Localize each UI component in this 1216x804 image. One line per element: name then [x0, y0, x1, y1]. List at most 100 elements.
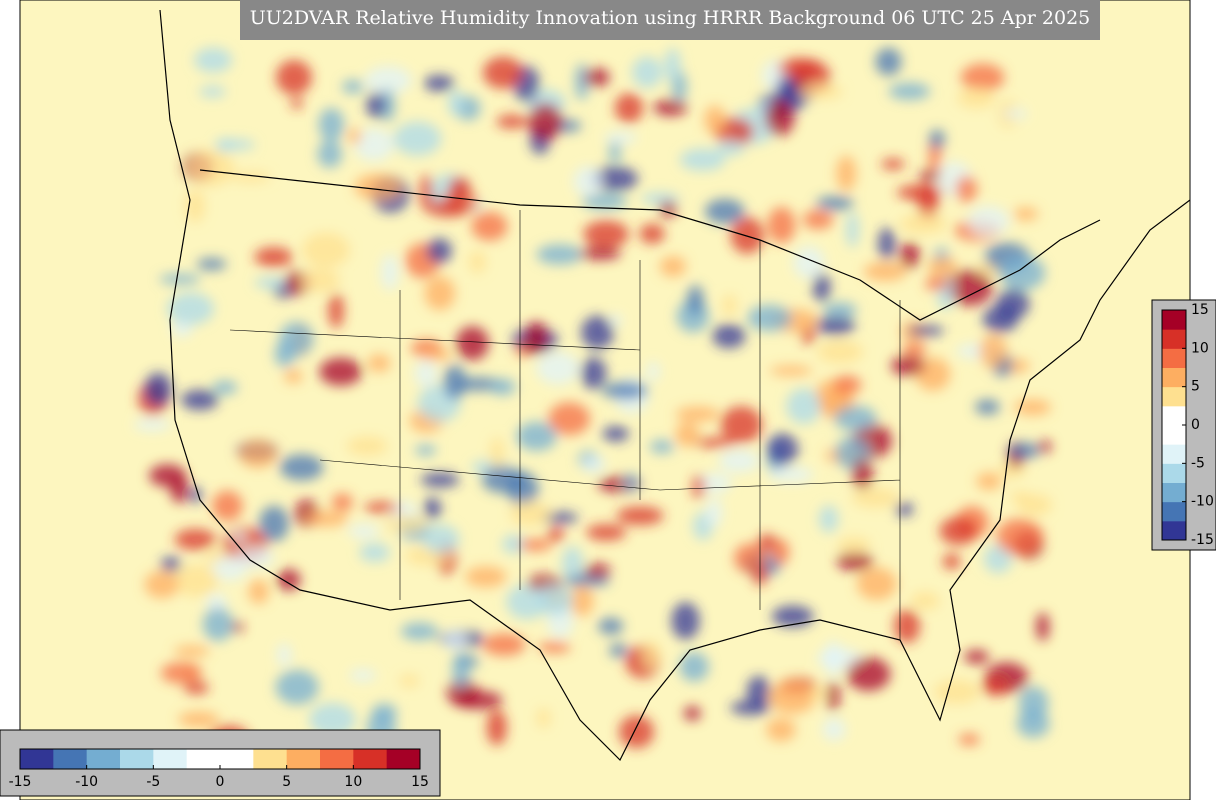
field-blob: [212, 380, 238, 395]
field-blob: [846, 211, 859, 248]
field-blob: [851, 458, 874, 490]
field-blob: [346, 436, 388, 456]
field-blob: [1008, 442, 1040, 459]
field-blob: [536, 244, 583, 265]
field-blob: [189, 486, 202, 504]
field-blob: [348, 523, 380, 539]
field-blob: [481, 466, 525, 493]
field-blob: [469, 250, 486, 274]
field-blob: [424, 276, 456, 311]
colorbar-tick-label: -5: [1191, 455, 1205, 471]
colorbar-segment: [1162, 329, 1186, 349]
field-blob: [826, 681, 840, 712]
colorbar-segment: [1162, 367, 1186, 388]
colorbar-segment: [153, 749, 188, 769]
field-blob: [578, 246, 622, 261]
field-blob: [608, 141, 622, 164]
field-blob: [347, 128, 362, 145]
colorbar-tick-label: 10: [1191, 340, 1209, 356]
colorbar-segment: [386, 749, 421, 769]
field-blob: [317, 140, 343, 168]
colorbar-segment: [1162, 425, 1186, 445]
field-blob: [584, 563, 611, 579]
field-blob: [837, 537, 871, 554]
field-blob: [238, 439, 278, 469]
field-blob: [766, 717, 796, 742]
colorbar-tick-label: 10: [344, 774, 362, 790]
field-blob: [778, 58, 820, 78]
field-blob: [231, 531, 247, 544]
field-blob: [802, 210, 834, 230]
field-blob: [524, 321, 549, 355]
field-blob: [722, 294, 737, 317]
field-blob: [490, 436, 505, 474]
colorbar-tick-label: -10: [1191, 494, 1214, 510]
field-blob: [528, 103, 563, 141]
colorbar-segment: [1162, 348, 1186, 368]
field-blob: [746, 675, 771, 707]
colorbar-segment: [353, 749, 388, 769]
field-blob: [771, 605, 814, 628]
field-blob: [757, 533, 777, 552]
colorbar-segment: [1162, 463, 1186, 483]
field-blob: [927, 256, 958, 279]
field-blob: [279, 454, 324, 481]
field-blob: [896, 184, 944, 201]
field-blob: [974, 399, 1000, 415]
field-blob: [299, 268, 340, 293]
field-blob: [747, 304, 792, 332]
colorbar-segment: [286, 749, 321, 769]
innovation-field: [133, 47, 1052, 750]
field-blob: [423, 74, 455, 92]
field-blob: [574, 63, 589, 101]
border: [199, 169, 1101, 321]
field-blob: [1038, 440, 1052, 453]
field-blob: [328, 293, 344, 329]
field-blob: [1010, 491, 1031, 502]
field-blob: [455, 690, 503, 710]
field-blob: [817, 340, 864, 364]
coastline: [159, 9, 1190, 762]
field-blob: [875, 47, 902, 76]
vertical-colorbar: 15 10 5 0 -5 -10 -15: [1161, 302, 1214, 548]
field-blob: [712, 324, 746, 349]
field-blob: [659, 256, 686, 277]
field-blob: [942, 553, 961, 570]
field-blob: [202, 607, 234, 642]
field-blob: [380, 87, 396, 123]
field-blob: [1016, 709, 1050, 738]
field-blob: [159, 274, 201, 285]
field-blob: [851, 487, 899, 508]
colorbar-tick-label: 15: [1191, 302, 1209, 318]
field-blob: [319, 357, 363, 386]
field-blob: [354, 173, 403, 201]
field-blob: [502, 534, 527, 554]
field-blob: [894, 609, 921, 644]
field-blob: [1036, 612, 1050, 642]
field-blob: [422, 524, 460, 554]
field-blob: [955, 175, 978, 203]
colorbar-segment: [186, 749, 221, 769]
field-blob: [419, 349, 453, 361]
field-blob: [890, 355, 926, 376]
field-blob: [448, 89, 464, 117]
colorbar-tick-label: 15: [411, 774, 429, 790]
field-blob: [212, 490, 243, 522]
field-blob: [230, 621, 244, 633]
field-blob: [583, 220, 629, 248]
field-blob: [946, 269, 993, 306]
colorbar-segment: [253, 749, 288, 769]
field-blob: [573, 166, 603, 197]
field-blob: [910, 591, 940, 610]
field-blob: [364, 501, 400, 514]
field-blob: [705, 497, 723, 528]
field-blob: [212, 555, 248, 581]
field-blob: [465, 566, 507, 588]
field-blob: [601, 381, 648, 400]
field-blob: [506, 584, 549, 620]
colorbar-segment: [1162, 501, 1186, 522]
field-blob: [614, 93, 644, 123]
field-blob: [908, 325, 945, 336]
field-blob: [489, 378, 516, 396]
field-blob: [482, 56, 524, 89]
